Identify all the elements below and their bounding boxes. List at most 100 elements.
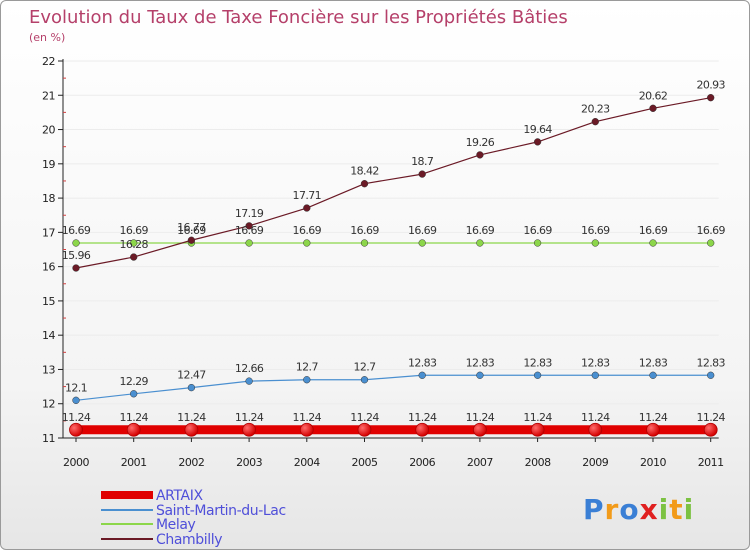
series-0-point-0	[69, 422, 83, 437]
series-0-point-4	[299, 422, 314, 437]
series-1-point-2	[187, 383, 196, 392]
x-tick-label-7: 2007	[467, 456, 493, 469]
legend-label-2: Melay	[156, 517, 196, 533]
series-3-point-11	[707, 94, 715, 102]
series-2-label-9: 16.69	[581, 224, 610, 237]
y-tick-label-0: 11	[42, 432, 55, 445]
series-1-point-7	[476, 371, 484, 379]
series-2-label-10: 16.69	[639, 224, 668, 237]
series-0-label-7: 11.24	[466, 411, 495, 424]
legend-label-1: Saint-Martin-du-Lac	[156, 503, 286, 519]
series-3-point-2	[187, 236, 196, 244]
series-1-label-1: 12.29	[119, 375, 148, 388]
series-0-point-8	[530, 422, 545, 437]
series-1-point-5	[360, 376, 369, 384]
series-0-label-0: 11.24	[62, 411, 91, 424]
y-tick-label-8: 19	[42, 158, 55, 171]
series-1-label-9: 12.83	[581, 356, 610, 369]
series-2-label-2: 16.69	[177, 224, 206, 237]
x-tick-label-6: 2006	[409, 456, 435, 469]
series-1-point-11	[707, 371, 715, 379]
series-1-label-7: 12.83	[466, 356, 495, 369]
series-1-label-11: 12.83	[696, 356, 725, 369]
series-2-point-7	[476, 239, 484, 247]
series-1-point-0	[72, 396, 80, 404]
series-layer	[69, 94, 718, 437]
series-1-label-5: 12.7	[353, 361, 376, 374]
series-2-point-8	[533, 239, 542, 247]
series-2-point-3	[245, 239, 253, 247]
series-1-label-3: 12.66	[235, 362, 264, 375]
series-2-label-6: 16.69	[408, 224, 437, 237]
series-3-label-9: 20.23	[581, 103, 610, 116]
x-tick-label-2: 2002	[178, 456, 204, 469]
series-0-point-6	[415, 422, 430, 437]
series-1-label-4: 12.7	[296, 361, 319, 374]
series-3-label-2: 16.77	[177, 221, 206, 234]
series-2-label-8: 16.69	[523, 224, 552, 237]
x-tick-label-0: 2000	[63, 456, 89, 469]
series-1-point-10	[649, 371, 657, 379]
series-2-point-11	[707, 239, 715, 247]
series-2-label-7: 16.69	[466, 224, 495, 237]
series-3-point-7	[476, 151, 484, 159]
series-3-label-8: 19.64	[523, 123, 552, 136]
series-1-point-9	[591, 371, 599, 379]
y-tick-label-6: 17	[42, 226, 55, 239]
series-2-label-3: 16.69	[235, 224, 264, 237]
series-0-point-3	[242, 422, 257, 437]
series-2-label-4: 16.69	[293, 224, 322, 237]
series-1-point-3	[245, 377, 253, 385]
chart-title: Evolution du Taux de Taxe Foncière sur l…	[29, 7, 568, 28]
series-0-point-10	[646, 422, 660, 437]
series-3-point-1	[130, 253, 138, 261]
logo-text: Proxiti	[583, 493, 694, 526]
series-3-label-11: 20.93	[696, 79, 725, 92]
y-tick-label-1: 12	[42, 398, 55, 411]
series-2-label-11: 16.69	[696, 224, 725, 237]
legend-label-3: Chambilly	[156, 532, 222, 548]
series-0-label-11: 11.24	[696, 411, 725, 424]
series-2-point-6	[418, 239, 426, 247]
series-0-point-5	[357, 422, 372, 437]
series-3-label-7: 19.26	[466, 136, 495, 149]
series-1-label-8: 12.83	[523, 356, 552, 369]
series-3-point-3	[245, 222, 253, 230]
series-3-label-5: 18.42	[350, 165, 379, 178]
series-1-label-10: 12.83	[639, 356, 668, 369]
series-0-point-11	[703, 422, 718, 437]
chart-subtitle: (en %)	[29, 31, 65, 44]
legend-label-0: ARTAIX	[156, 488, 203, 504]
series-0-label-10: 11.24	[639, 411, 668, 424]
series-3-label-1: 16.28	[119, 238, 148, 251]
series-3-point-8	[533, 138, 542, 146]
series-0-label-9: 11.24	[581, 411, 610, 424]
series-0-label-5: 11.24	[350, 411, 379, 424]
series-3-label-10: 20.62	[639, 89, 668, 102]
series-0-label-1: 11.24	[119, 411, 148, 424]
y-tick-label-2: 13	[42, 363, 55, 376]
series-0-label-2: 11.24	[177, 411, 206, 424]
y-tick-label-3: 14	[42, 329, 55, 342]
series-2-label-0: 16.69	[62, 224, 91, 237]
series-1-label-2: 12.47	[177, 369, 206, 382]
series-3-point-4	[303, 204, 311, 212]
series-2-point-10	[649, 239, 657, 247]
axes: 11 12 13 14 15 16 17 18 19 20 21 22 2000 2001 2002 2003…	[42, 55, 724, 469]
x-tick-label-1: 2001	[121, 456, 147, 469]
series-3-point-0	[72, 264, 80, 272]
series-line-1	[75, 374, 711, 401]
x-tick-label-8: 2008	[525, 456, 551, 469]
x-tick-label-10: 2010	[640, 456, 666, 469]
series-3-label-6: 18.7	[411, 155, 434, 168]
series-1-point-8	[533, 371, 542, 379]
series-3-label-4: 17.71	[293, 189, 322, 202]
series-3-point-5	[360, 180, 369, 188]
y-tick-label-9: 20	[42, 124, 55, 137]
series-3-point-9	[591, 118, 599, 126]
series-3-point-10	[649, 104, 657, 112]
series-1-label-0: 12.1	[65, 381, 87, 394]
series-2-point-0	[72, 239, 80, 247]
